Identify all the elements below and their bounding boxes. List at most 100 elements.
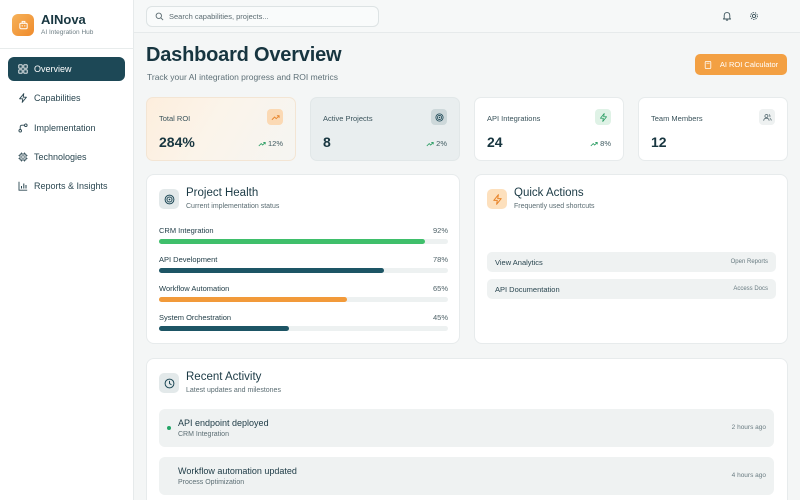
stat-trend-value: 12%	[267, 139, 283, 148]
trend-up-icon	[590, 141, 598, 146]
health-name: CRM Integration	[159, 226, 214, 235]
stat-card-team-members[interactable]: Team Members 12	[638, 97, 788, 161]
stat-card-total-roi[interactable]: Total ROI 284% 12%	[146, 97, 296, 161]
health-name: API Development	[159, 255, 218, 264]
sidebar-item-label: Implementation	[34, 122, 96, 133]
progress-fill	[159, 268, 385, 273]
health-name: Workflow Automation	[159, 284, 230, 293]
sidebar: AINova AI Integration Hub Overview Capab…	[0, 0, 134, 500]
progress-track	[159, 268, 448, 273]
zap-icon	[17, 93, 28, 104]
quick-action-label: View Analytics	[495, 257, 543, 267]
activity-time: 4 hours ago	[731, 472, 766, 479]
sidebar-item-capabilities[interactable]: Capabilities	[8, 86, 125, 110]
recent-activity-panel: Recent Activity Latest updates and miles…	[146, 358, 788, 500]
panel-subtitle: Current implementation status	[186, 203, 280, 210]
sidebar-item-overview[interactable]: Overview	[8, 57, 125, 81]
stat-value: 8	[323, 134, 331, 150]
stat-trend: 2%	[426, 139, 447, 148]
progress-track	[159, 297, 448, 302]
progress-track	[159, 239, 448, 244]
bell-icon[interactable]	[721, 10, 733, 22]
stat-value: 284%	[159, 134, 195, 150]
sidebar-nav: Overview Capabilities Implementation Tec…	[8, 57, 125, 203]
activity-subtitle: CRM Integration	[178, 431, 229, 438]
page-title: Dashboard Overview	[146, 44, 342, 66]
roi-calculator-button[interactable]: AI ROI Calculator	[695, 54, 787, 75]
activity-title: Workflow automation updated	[178, 466, 297, 476]
health-percent: 78%	[432, 255, 448, 264]
progress-fill	[159, 239, 425, 244]
activity-subtitle: Process Optimization	[178, 479, 245, 486]
bar-chart-icon	[17, 181, 28, 192]
panel-subtitle: Frequently used shortcuts	[514, 203, 595, 210]
stat-card-api-integrations[interactable]: API Integrations 24 8%	[474, 97, 624, 161]
trend-up-icon	[258, 141, 266, 146]
progress-fill	[159, 297, 347, 302]
quick-action-hint: Access Docs	[733, 286, 768, 292]
page-subtitle: Track your AI integration progress and R…	[147, 72, 339, 82]
target-icon	[159, 189, 179, 209]
panel-subtitle: Latest updates and milestones	[186, 387, 281, 394]
stat-value: 12	[651, 134, 667, 150]
stat-label: Team Members	[651, 114, 703, 123]
roi-calculator-label: AI ROI Calculator	[719, 60, 779, 69]
gear-icon[interactable]	[748, 10, 760, 22]
stat-trend: 8%	[590, 139, 611, 148]
stat-trend-value: 2%	[436, 139, 447, 148]
quick-action-hint: Open Reports	[730, 259, 768, 265]
search-box[interactable]	[146, 6, 379, 27]
sidebar-item-label: Reports & Insights	[34, 181, 108, 192]
sidebar-item-label: Overview	[34, 64, 72, 74]
sidebar-divider	[0, 48, 134, 49]
brand[interactable]: AINova AI Integration Hub	[12, 12, 93, 37]
activity-item[interactable]: Workflow automation updated Process Opti…	[159, 457, 774, 495]
calculator-icon	[704, 60, 712, 69]
cpu-icon	[17, 151, 28, 162]
trending-up-icon	[267, 109, 283, 125]
quick-action-api-documentation[interactable]: API Documentation Access Docs	[487, 279, 776, 299]
quick-actions-panel: Quick Actions Frequently used shortcuts …	[474, 174, 788, 344]
activity-time: 2 hours ago	[731, 424, 766, 431]
project-health-panel: Project Health Current implementation st…	[146, 174, 460, 344]
health-percent: 65%	[432, 284, 448, 293]
stat-card-active-projects[interactable]: Active Projects 8 2%	[310, 97, 460, 161]
stat-trend: 12%	[258, 139, 283, 148]
stat-value: 24	[487, 134, 503, 150]
sidebar-item-label: Technologies	[34, 151, 87, 162]
search-icon	[155, 12, 164, 21]
workflow-icon	[17, 122, 28, 133]
sidebar-item-implementation[interactable]: Implementation	[8, 116, 125, 140]
sidebar-item-reports[interactable]: Reports & Insights	[8, 174, 125, 198]
search-input[interactable]	[169, 12, 369, 21]
activity-item[interactable]: API endpoint deployed CRM Integration 2 …	[159, 409, 774, 447]
health-percent: 92%	[432, 226, 448, 235]
stat-trend-value: 8%	[600, 139, 611, 148]
sidebar-item-technologies[interactable]: Technologies	[8, 145, 125, 169]
panel-title: Quick Actions	[514, 187, 584, 199]
top-bar	[134, 0, 800, 33]
progress-track	[159, 326, 448, 331]
stat-label: API Integrations	[487, 114, 541, 123]
status-dot	[167, 426, 171, 430]
users-icon	[759, 109, 775, 125]
progress-fill	[159, 326, 290, 331]
zap-icon	[595, 109, 611, 125]
panel-title: Project Health	[186, 187, 259, 199]
brand-name: AINova	[41, 12, 86, 27]
activity-title: API endpoint deployed	[178, 418, 269, 428]
brand-subtitle: AI Integration Hub	[41, 29, 94, 36]
quick-action-view-analytics[interactable]: View Analytics Open Reports	[487, 252, 776, 272]
brand-logo-icon	[12, 14, 34, 36]
trend-up-icon	[426, 141, 434, 146]
panel-title: Recent Activity	[186, 371, 262, 383]
sidebar-item-label: Capabilities	[34, 93, 81, 104]
health-name: System Orchestration	[159, 313, 232, 322]
clock-icon	[159, 373, 179, 393]
grid-icon	[17, 64, 28, 75]
quick-action-label: API Documentation	[495, 284, 560, 294]
zap-icon	[487, 189, 507, 209]
stat-label: Active Projects	[323, 114, 373, 123]
stat-label: Total ROI	[159, 114, 191, 123]
target-icon	[431, 109, 447, 125]
